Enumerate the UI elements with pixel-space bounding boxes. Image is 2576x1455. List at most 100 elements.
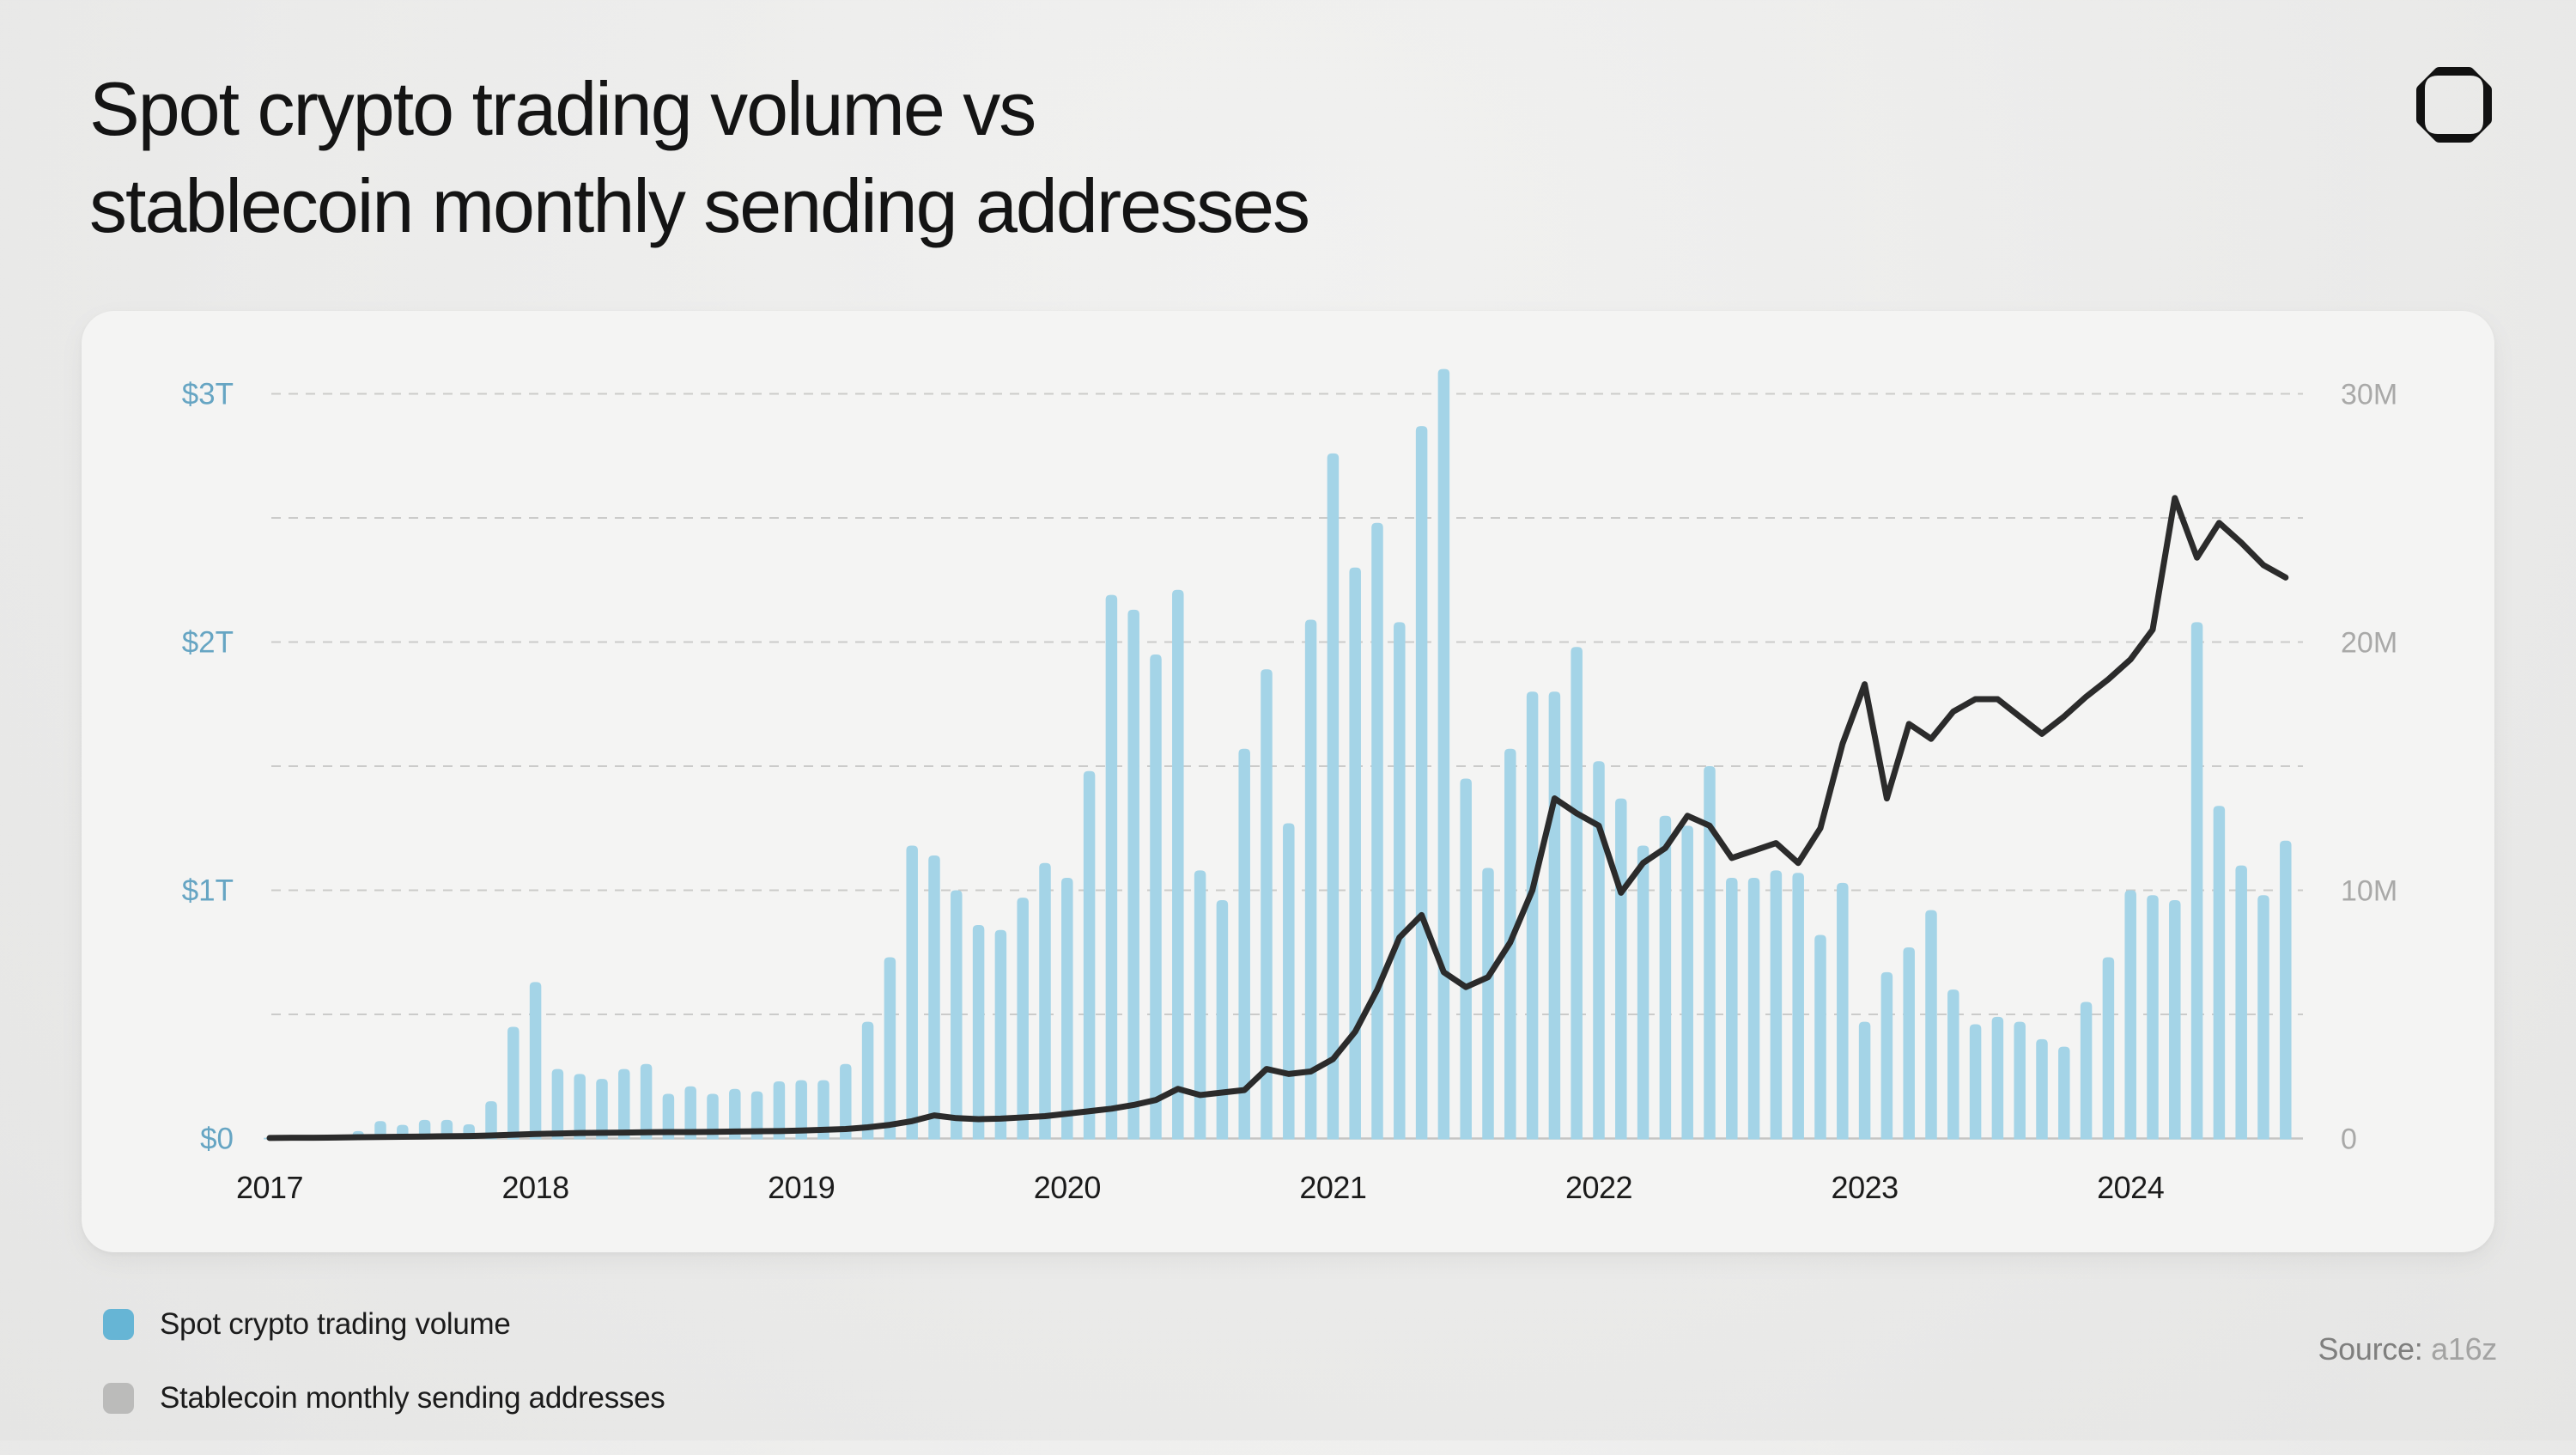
bar-month-volume bbox=[1925, 910, 1937, 1140]
bar-month-volume bbox=[1216, 900, 1229, 1140]
bar-month-volume bbox=[1880, 971, 1893, 1140]
bar-month-volume bbox=[1194, 870, 1206, 1140]
x-axis-year-label: 2022 bbox=[1565, 1170, 1632, 1205]
bar-month-volume bbox=[1261, 669, 1273, 1140]
bar-month-volume bbox=[551, 1068, 564, 1140]
bar-month-volume bbox=[1814, 934, 1826, 1140]
right-axis-tick-label: 20M bbox=[2341, 627, 2397, 660]
legend-label: Spot crypto trading volume bbox=[160, 1307, 511, 1341]
page-title-line1: Spot crypto trading volume vs bbox=[89, 66, 1036, 151]
left-axis-tick-label: $0 bbox=[200, 1123, 234, 1156]
bar-month-volume bbox=[2102, 957, 2115, 1140]
legend-item-spot-volume: Spot crypto trading volume bbox=[103, 1307, 665, 1342]
bar-month-volume bbox=[707, 1093, 719, 1140]
bar-month-volume bbox=[2058, 1046, 2070, 1140]
bar-month-volume bbox=[1017, 898, 1029, 1140]
page-title: Spot crypto trading volume vs stablecoin… bbox=[89, 60, 1310, 254]
right-axis-tick-label: 0 bbox=[2341, 1123, 2357, 1156]
bar-month-volume bbox=[1704, 766, 1716, 1140]
source-label: Source: bbox=[2318, 1331, 2423, 1367]
bar-month-volume bbox=[2147, 895, 2159, 1140]
bar-month-volume bbox=[1482, 868, 1494, 1140]
x-axis-year-label: 2021 bbox=[1299, 1170, 1366, 1205]
source-attribution: Source: a16z bbox=[2318, 1331, 2497, 1367]
page-title-line2: stablecoin monthly sending addresses bbox=[89, 163, 1310, 248]
bar-month-volume bbox=[618, 1068, 630, 1140]
bar-month-volume bbox=[1083, 770, 1096, 1140]
bar-month-volume bbox=[662, 1093, 675, 1140]
bar-month-volume bbox=[2280, 840, 2292, 1140]
left-axis-tick-label: $1T bbox=[182, 874, 234, 908]
bar-month-volume bbox=[1548, 691, 1561, 1140]
bar-month-volume bbox=[596, 1079, 608, 1140]
bar-month-volume bbox=[1681, 825, 1693, 1140]
bar-month-volume bbox=[1571, 647, 1583, 1140]
bar-month-volume bbox=[840, 1063, 852, 1140]
x-axis-year-label: 2018 bbox=[502, 1170, 569, 1205]
left-axis-tick-label: $3T bbox=[182, 378, 234, 411]
bar-month-volume bbox=[1947, 989, 1959, 1140]
bar-month-volume bbox=[574, 1074, 586, 1140]
bar-month-volume bbox=[1349, 567, 1361, 1140]
bar-month-volume bbox=[861, 1021, 874, 1140]
bar-month-volume bbox=[1903, 947, 1915, 1140]
bar-month-volume bbox=[2235, 865, 2247, 1140]
bar-month-volume bbox=[1837, 882, 1849, 1140]
x-axis-year-label: 2017 bbox=[236, 1170, 303, 1205]
bar-month-volume bbox=[1437, 368, 1450, 1140]
bar-month-volume bbox=[994, 929, 1007, 1140]
bar-month-volume bbox=[884, 957, 896, 1140]
bar-month-volume bbox=[795, 1080, 807, 1140]
bar-month-volume bbox=[1327, 453, 1340, 1140]
stablecoin-addresses-line bbox=[266, 495, 2289, 1141]
bar-month-volume bbox=[817, 1080, 829, 1140]
bar-month-volume bbox=[1105, 594, 1118, 1140]
bar-month-volume bbox=[1615, 798, 1627, 1140]
bar-month-volume bbox=[1283, 823, 1295, 1140]
bar-month-volume bbox=[1526, 691, 1539, 1140]
right-axis-tick-label: 30M bbox=[2341, 379, 2397, 411]
bar-month-volume bbox=[1460, 778, 1472, 1140]
bar-month-volume bbox=[1394, 622, 1406, 1140]
bar-month-volume bbox=[485, 1101, 497, 1140]
bar-month-volume bbox=[2014, 1021, 2026, 1140]
bar-month-volume bbox=[2257, 895, 2269, 1140]
bar-month-volume bbox=[750, 1091, 763, 1140]
bar-month-volume bbox=[1637, 845, 1649, 1140]
bar-month-volume bbox=[1858, 1021, 1871, 1140]
bar-month-volume bbox=[773, 1081, 786, 1140]
bar-month-volume bbox=[729, 1088, 741, 1140]
bar-month-volume bbox=[906, 845, 918, 1140]
bar-month-volume bbox=[684, 1086, 696, 1140]
bar-month-volume bbox=[1991, 1016, 2004, 1140]
bar-month-volume bbox=[640, 1063, 653, 1140]
bar-month-volume bbox=[2036, 1038, 2048, 1140]
bar-month-volume bbox=[1172, 589, 1184, 1140]
bar-month-volume bbox=[1659, 815, 1672, 1140]
bar-month-volume bbox=[1969, 1024, 1982, 1140]
bar-month-volume bbox=[1792, 873, 1804, 1140]
legend-item-stablecoin-addresses: Stablecoin monthly sending addresses bbox=[103, 1381, 665, 1415]
bar-month-volume bbox=[2080, 1001, 2093, 1140]
bar-month-volume bbox=[1039, 862, 1051, 1140]
x-axis-year-label: 2020 bbox=[1034, 1170, 1101, 1205]
x-axis-year-label: 2023 bbox=[1832, 1170, 1899, 1205]
bar-month-volume bbox=[1150, 654, 1162, 1140]
bar-month-volume bbox=[1747, 878, 1760, 1140]
bar-month-volume bbox=[2213, 806, 2226, 1140]
bar-month-volume bbox=[1770, 870, 1783, 1140]
bar-month-volume bbox=[951, 890, 963, 1140]
bar-month-volume bbox=[1061, 878, 1073, 1140]
bar-month-volume bbox=[928, 855, 940, 1140]
bar-month-volume bbox=[529, 982, 542, 1140]
bar-month-volume bbox=[507, 1026, 519, 1140]
x-axis-year-label: 2024 bbox=[2097, 1170, 2164, 1205]
bar-month-volume bbox=[2169, 900, 2181, 1140]
legend-label: Stablecoin monthly sending addresses bbox=[160, 1381, 665, 1415]
right-axis-tick-label: 10M bbox=[2341, 875, 2397, 908]
bar-month-volume bbox=[1726, 878, 1738, 1140]
bar-month-volume bbox=[1304, 619, 1317, 1140]
bar-month-volume bbox=[1127, 609, 1139, 1140]
legend-swatch-blue bbox=[103, 1309, 134, 1340]
left-axis-tick-label: $2T bbox=[182, 626, 234, 660]
